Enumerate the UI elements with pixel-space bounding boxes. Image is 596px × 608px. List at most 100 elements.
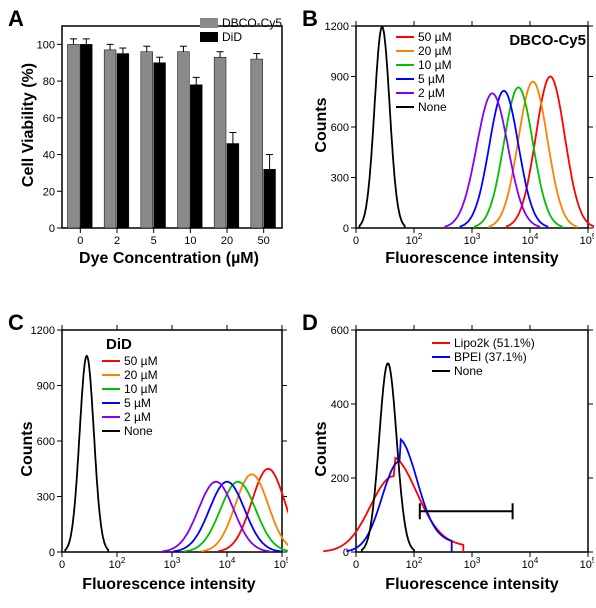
panel-c-ylabel: Counts: [19, 399, 37, 499]
legend-item: 20 µM: [396, 44, 452, 58]
svg-text:0: 0: [353, 559, 359, 571]
legend-label: DBCO-Cy5: [222, 16, 282, 30]
svg-text:5: 5: [151, 235, 157, 247]
panel-d-ylabel: Counts: [313, 399, 331, 499]
panel-d-legend: Lipo2k (51.1%)BPEI (37.1%)None: [432, 336, 535, 378]
legend-item: None: [396, 100, 452, 114]
panel-a-letter: A: [8, 6, 24, 32]
svg-text:105: 105: [580, 232, 594, 247]
legend-item: 20 µM: [102, 368, 158, 382]
svg-text:50: 50: [258, 235, 270, 247]
legend-line-icon: [432, 370, 450, 372]
svg-text:600: 600: [331, 122, 349, 134]
legend-label: 10 µM: [124, 382, 158, 396]
panel-c-xlabel: Fluorescence intensity: [64, 576, 274, 594]
figure-page: A 020406080100025102050 Cell Viability (…: [0, 0, 596, 608]
panel-a-xlabel: Dye Concentration (µM): [64, 250, 274, 268]
legend-line-icon: [102, 402, 120, 404]
legend-sq-icon: [200, 18, 218, 28]
legend-item: 2 µM: [102, 410, 158, 424]
svg-text:0: 0: [49, 547, 55, 559]
panel-b-xlabel: Fluorescence intensity: [362, 250, 582, 268]
legend-label: DiD: [222, 30, 242, 44]
svg-text:20: 20: [221, 235, 233, 247]
panel-d-letter: D: [302, 310, 318, 336]
panel-b-letter: B: [302, 6, 318, 32]
svg-text:200: 200: [331, 473, 349, 485]
svg-text:0: 0: [59, 559, 65, 571]
panel-c-legend: 50 µM20 µM10 µM5 µM2 µMNone: [102, 354, 158, 438]
legend-line-icon: [396, 50, 414, 52]
svg-text:2: 2: [114, 235, 120, 247]
legend-line-icon: [102, 360, 120, 362]
legend-label: 10 µM: [418, 58, 452, 72]
legend-item: Lipo2k (51.1%): [432, 336, 535, 350]
panel-b-title: DBCO-Cy5: [509, 32, 586, 49]
legend-item: 50 µM: [102, 354, 158, 368]
svg-text:103: 103: [164, 556, 181, 571]
legend-line-icon: [396, 64, 414, 66]
svg-text:103: 103: [464, 556, 481, 571]
panel-a-svg: 020406080100025102050: [8, 6, 288, 276]
legend-line-icon: [102, 374, 120, 376]
legend-label: 2 µM: [418, 86, 445, 100]
legend-line-icon: [432, 342, 450, 344]
svg-text:103: 103: [464, 232, 481, 247]
legend-item: BPEI (37.1%): [432, 350, 535, 364]
svg-text:104: 104: [522, 556, 539, 571]
legend-item: 50 µM: [396, 30, 452, 44]
svg-text:104: 104: [522, 232, 539, 247]
legend-label: BPEI (37.1%): [454, 350, 527, 364]
legend-label: 5 µM: [418, 72, 445, 86]
legend-item-did: DiD: [200, 30, 282, 44]
panel-b: B 030060090012000102103104105 DBCO-Cy5 C…: [302, 6, 594, 276]
legend-label: Lipo2k (51.1%): [454, 336, 535, 350]
legend-item: 10 µM: [102, 382, 158, 396]
legend-sq-icon: [200, 32, 218, 42]
panel-c-letter: C: [8, 310, 24, 336]
legend-label: 20 µM: [418, 44, 452, 58]
panel-d: D 02004006000102103104105 Counts Fluores…: [302, 310, 594, 600]
svg-text:400: 400: [331, 399, 349, 411]
svg-text:900: 900: [37, 381, 55, 393]
panel-b-legend: 50 µM20 µM10 µM5 µM2 µMNone: [396, 30, 452, 114]
legend-label: 2 µM: [124, 410, 151, 424]
legend-item-dbco: DBCO-Cy5: [200, 16, 282, 30]
legend-item: 5 µM: [396, 72, 452, 86]
svg-text:105: 105: [274, 556, 288, 571]
svg-text:600: 600: [331, 325, 349, 337]
svg-text:0: 0: [343, 547, 349, 559]
legend-item: 2 µM: [396, 86, 452, 100]
panel-c: C 030060090012000102103104105 DiD Counts…: [8, 310, 288, 600]
svg-text:600: 600: [37, 436, 55, 448]
legend-line-icon: [396, 106, 414, 108]
legend-label: None: [418, 100, 447, 114]
svg-text:10: 10: [184, 235, 196, 247]
legend-label: 20 µM: [124, 368, 158, 382]
legend-label: None: [454, 364, 483, 378]
panel-a-ylabel: Cell Viability (%): [20, 50, 38, 200]
svg-text:102: 102: [406, 232, 423, 247]
svg-text:100: 100: [37, 39, 55, 51]
svg-text:104: 104: [219, 556, 236, 571]
legend-line-icon: [102, 388, 120, 390]
panel-c-title: DiD: [106, 336, 132, 353]
svg-text:40: 40: [43, 150, 55, 162]
legend-line-icon: [432, 356, 450, 358]
svg-text:1200: 1200: [31, 325, 55, 337]
panel-a: A 020406080100025102050 Cell Viability (…: [8, 6, 288, 276]
panel-d-xlabel: Fluorescence intensity: [362, 576, 582, 594]
svg-text:0: 0: [49, 223, 55, 235]
svg-text:300: 300: [37, 492, 55, 504]
panel-a-legend: DBCO-Cy5 DiD: [200, 16, 282, 44]
svg-text:0: 0: [343, 223, 349, 235]
svg-text:102: 102: [406, 556, 423, 571]
legend-item: 10 µM: [396, 58, 452, 72]
svg-text:0: 0: [353, 235, 359, 247]
legend-label: None: [124, 424, 153, 438]
legend-label: 5 µM: [124, 396, 151, 410]
svg-text:1200: 1200: [325, 21, 349, 33]
legend-line-icon: [396, 78, 414, 80]
panel-b-ylabel: Counts: [313, 75, 331, 175]
svg-text:60: 60: [43, 113, 55, 125]
